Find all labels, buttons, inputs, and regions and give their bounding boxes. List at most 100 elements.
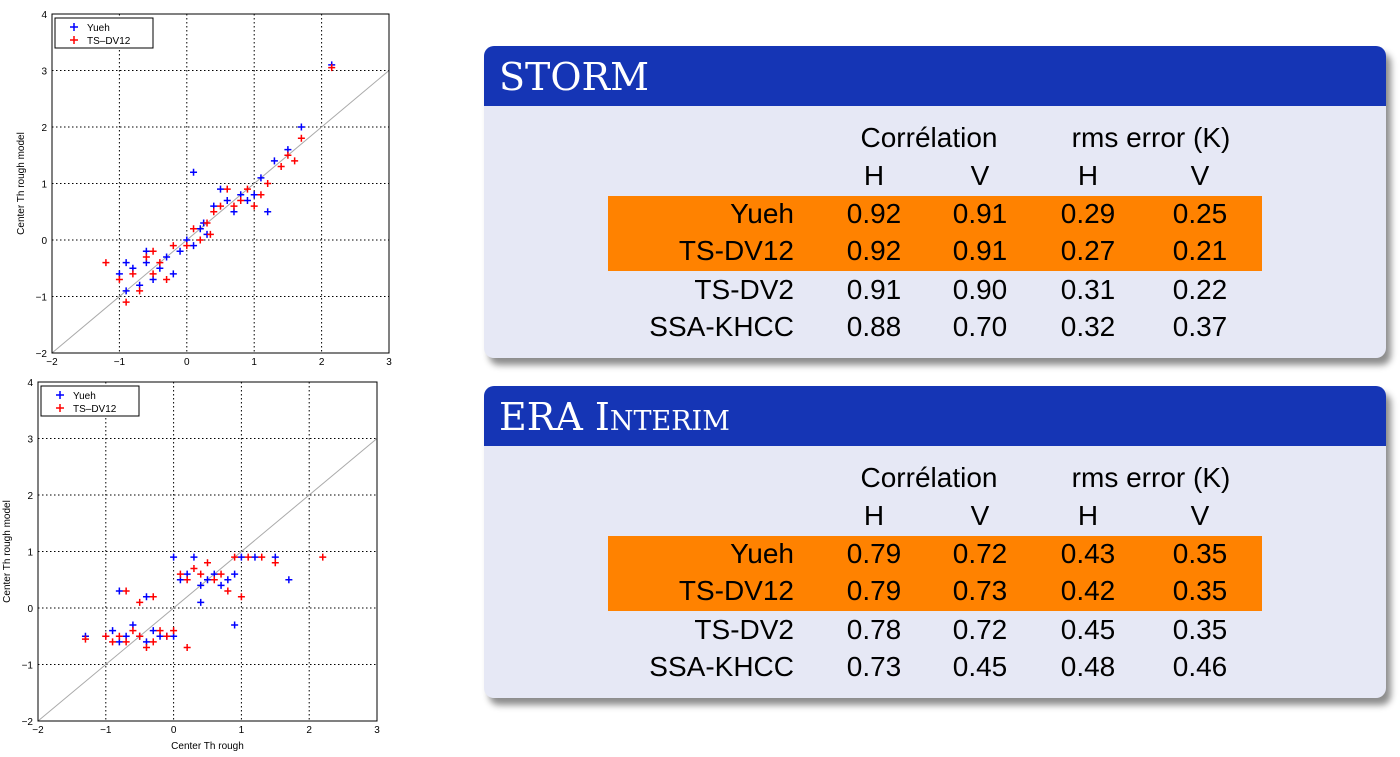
bottom-plot-point-ts-dv12 bbox=[129, 627, 137, 635]
storm-cell: 0.90 bbox=[952, 274, 1008, 305]
storm-cell: 0.21 bbox=[1172, 235, 1228, 266]
bottom-plot-y-tick-label: 3 bbox=[27, 435, 33, 446]
top-plot-point-yueh bbox=[264, 208, 272, 216]
era-cell: 0.42 bbox=[1060, 575, 1116, 606]
top-plot-point-yueh bbox=[243, 196, 251, 204]
storm-block-title: STORM bbox=[484, 46, 1386, 106]
top-plot-point-yueh bbox=[250, 191, 258, 199]
bottom-plot-point-yueh bbox=[197, 581, 205, 589]
top-plot-point-ts-dv12 bbox=[115, 276, 123, 284]
storm-cell: 0.27 bbox=[1060, 235, 1116, 266]
bottom-plot-legend-label: Yueh bbox=[73, 391, 96, 402]
era-header-correlation: Corrélation bbox=[860, 462, 998, 493]
era-cell: 0.79 bbox=[846, 575, 902, 606]
era-subheader: V bbox=[1190, 500, 1210, 531]
top-plot-y-tick-label: 3 bbox=[41, 67, 47, 78]
top-plot-y-tick-label: 4 bbox=[41, 10, 47, 21]
bottom-plot-point-ts-dv12 bbox=[149, 638, 157, 646]
bottom-plot-point-yueh bbox=[251, 553, 259, 561]
top-plot-ylabel: Center Th rough model bbox=[16, 132, 27, 235]
top-plot-x-tick-label: −1 bbox=[114, 357, 126, 368]
era-cell: 0.45 bbox=[1060, 614, 1116, 645]
era-row-highlight bbox=[608, 536, 1262, 574]
top-plot-point-ts-dv12 bbox=[136, 287, 144, 295]
top-plot-point-yueh bbox=[122, 287, 130, 295]
top-plot-point-ts-dv12 bbox=[264, 180, 272, 187]
top-plot-point-yueh bbox=[196, 225, 204, 233]
bottom-plot: −2 −1 0 1 2 3 −2 −1 0 1 2 3 4 Yueh TS–DV12 Center Th ro… bbox=[2, 378, 380, 752]
top-plot-point-ts-dv12 bbox=[203, 219, 211, 227]
storm-cell: 0.25 bbox=[1172, 198, 1228, 229]
bottom-plot-legend-marker bbox=[56, 404, 64, 412]
bottom-plot-x-tick-label: 2 bbox=[306, 725, 312, 736]
era-cell: 0.73 bbox=[952, 575, 1008, 606]
era-header-rms-error: rms error (K) bbox=[1071, 462, 1231, 493]
bottom-plot-point-ts-dv12 bbox=[231, 553, 239, 561]
storm-cell: 0.37 bbox=[1172, 311, 1228, 342]
top-plot-point-yueh bbox=[217, 185, 224, 193]
storm-row-label: TS-DV2 bbox=[694, 274, 794, 305]
top-plot-legend-marker bbox=[70, 23, 78, 31]
era-cell: 0.73 bbox=[846, 651, 902, 682]
top-plot-identity-line bbox=[51, 70, 390, 354]
era-interim-table: Corrélation rms error (K) H V H V Yueh 0.79 0.72… bbox=[484, 386, 1386, 698]
top-plot-y-tick-label: −1 bbox=[36, 293, 48, 304]
top-plot-legend-marker bbox=[70, 36, 78, 44]
bottom-plot-point-ts-dv12 bbox=[81, 635, 89, 643]
storm-subheader: V bbox=[1190, 160, 1210, 191]
top-plot-point-ts-dv12 bbox=[277, 163, 285, 171]
top-plot-point-yueh bbox=[122, 259, 130, 267]
top-plot-point-ts-dv12 bbox=[102, 259, 110, 267]
bottom-plot-point-ts-dv12 bbox=[170, 627, 178, 635]
era-row-label: SSA-KHCC bbox=[649, 651, 794, 682]
storm-subheader: V bbox=[970, 160, 990, 191]
bottom-plot-point-yueh bbox=[109, 627, 117, 635]
storm-row-label: Yueh bbox=[730, 198, 794, 229]
top-plot-point-ts-dv12 bbox=[284, 151, 292, 159]
bottom-plot-point-yueh bbox=[190, 553, 198, 561]
era-cell: 0.46 bbox=[1172, 651, 1228, 682]
top-plot-point-ts-dv12 bbox=[206, 230, 214, 238]
bottom-plot-frame bbox=[37, 381, 378, 722]
storm-table: Corrélation rms error (K) H V H V Yueh 0.92 0.91… bbox=[484, 46, 1386, 358]
top-plot-y-tick-label: 0 bbox=[41, 236, 47, 247]
bottom-plot-point-ts-dv12 bbox=[244, 553, 252, 561]
bottom-plot-point-ts-dv12 bbox=[258, 553, 266, 561]
bottom-plot-point-ts-dv12 bbox=[156, 627, 164, 635]
bottom-plot-point-yueh bbox=[197, 598, 205, 606]
bottom-plot-point-ts-dv12 bbox=[109, 638, 117, 646]
top-plot-point-ts-dv12 bbox=[142, 253, 150, 261]
era-interim-block-title: ERA Interim bbox=[484, 386, 1386, 446]
bottom-plot-x-tick-label: −2 bbox=[32, 725, 44, 736]
top-plot-x-tick-label: 3 bbox=[386, 357, 392, 368]
bottom-plot-point-ts-dv12 bbox=[237, 593, 245, 601]
bottom-plot-y-tick-label: 4 bbox=[27, 378, 33, 389]
top-plot-x-tick-label: 1 bbox=[251, 357, 257, 368]
storm-cell: 0.32 bbox=[1060, 311, 1116, 342]
storm-row-highlight bbox=[608, 196, 1262, 234]
bottom-plot-legend bbox=[40, 385, 140, 417]
top-plot-point-ts-dv12 bbox=[297, 134, 305, 142]
storm-header-correlation: Corrélation bbox=[860, 122, 998, 153]
bottom-plot-point-yueh bbox=[217, 581, 225, 589]
top-plot-point-ts-dv12 bbox=[237, 196, 245, 204]
storm-cell: 0.91 bbox=[846, 274, 902, 305]
era-subheader: H bbox=[863, 500, 885, 531]
era-cell: 0.43 bbox=[1060, 538, 1116, 569]
top-plot-point-yueh bbox=[169, 270, 177, 278]
bottom-plot-x-tick-label: −1 bbox=[100, 725, 112, 736]
bottom-plot-x-tick-label: 3 bbox=[374, 725, 380, 736]
era-cell: 0.72 bbox=[952, 614, 1008, 645]
bottom-plot-x-tick-label: 0 bbox=[171, 725, 177, 736]
top-plot-point-ts-dv12 bbox=[149, 247, 157, 255]
era-subheader: H bbox=[1077, 500, 1099, 531]
bottom-plot-point-ts-dv12 bbox=[217, 570, 225, 578]
bottom-plot-x-tick-label: 1 bbox=[239, 725, 245, 736]
bottom-plot-legend-label: TS–DV12 bbox=[73, 404, 117, 415]
top-plot-point-ts-dv12 bbox=[156, 259, 164, 267]
bottom-plot-point-ts-dv12 bbox=[183, 576, 191, 584]
top-plot-point-yueh bbox=[190, 242, 198, 250]
top-plot-point-yueh bbox=[223, 196, 231, 204]
era-subheader: V bbox=[970, 500, 990, 531]
storm-cell: 0.29 bbox=[1060, 198, 1116, 229]
